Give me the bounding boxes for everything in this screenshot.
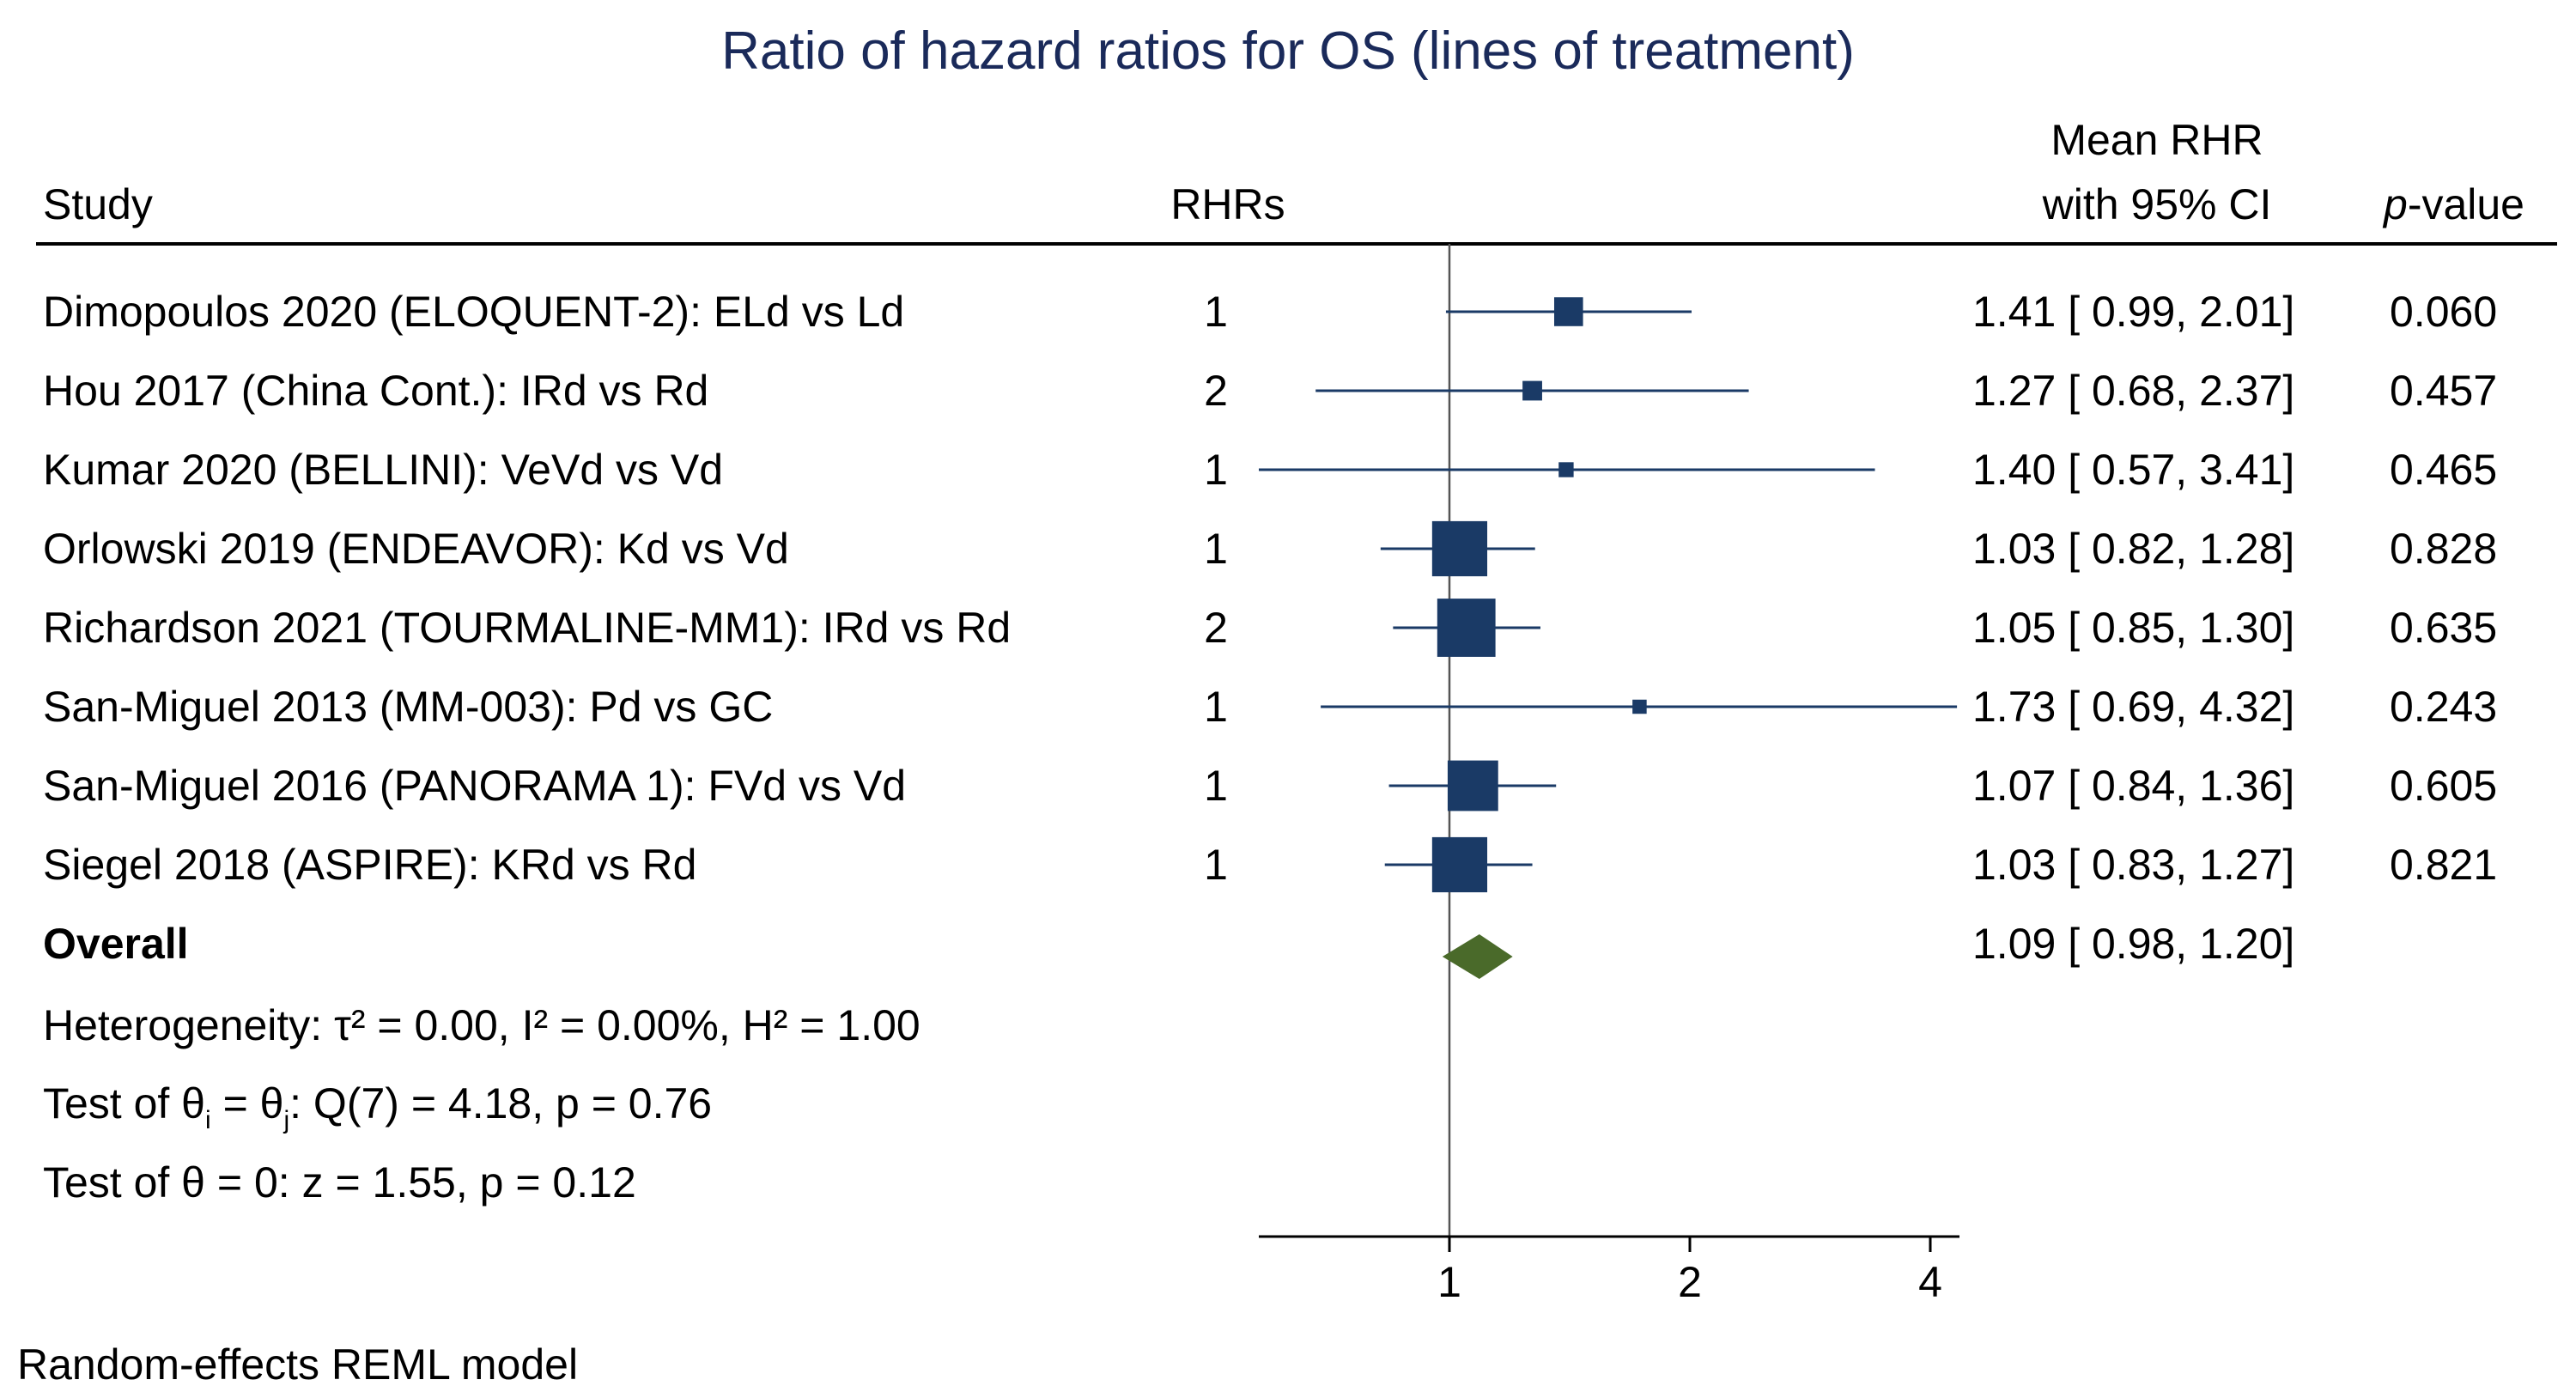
study-ci-text: 1.05 [ 0.85, 1.30] — [1972, 604, 2294, 652]
test-post: : Q(7) = 4.18, p = 0.76 — [289, 1079, 712, 1128]
column-header-mean-rhr: Mean RHR — [2050, 116, 2263, 164]
study-point-estimate — [1558, 462, 1574, 477]
study-point-estimate — [1553, 297, 1583, 326]
test-pre: Test of θ — [43, 1079, 205, 1128]
study-p-value: 0.635 — [2390, 604, 2497, 652]
model-note: Random-effects REML model — [17, 1340, 578, 1389]
study-rows: Dimopoulos 2020 (ELOQUENT-2): ELd vs Ld 1… — [43, 288, 2497, 889]
study-point-estimate — [1431, 520, 1488, 577]
study-label: Siegel 2018 (ASPIRE): KRd vs Rd — [43, 841, 696, 889]
study-label: Richardson 2021 (TOURMALINE-MM1): IRd vs… — [43, 604, 1011, 652]
chart-marks — [1259, 297, 1958, 979]
x-tick-label: 1 — [1437, 1258, 1461, 1306]
test-mid: = θ — [211, 1079, 284, 1128]
study-point-estimate — [1522, 380, 1542, 401]
subscript-i: i — [205, 1106, 211, 1134]
heterogeneity-text: Heterogeneity: τ² = 0.00, I² = 0.00%, H²… — [43, 1001, 920, 1049]
study-p-value: 0.821 — [2390, 841, 2497, 889]
study-label: San-Miguel 2016 (PANORAMA 1): FVd vs Vd — [43, 762, 906, 810]
study-p-value: 0.465 — [2390, 446, 2497, 494]
study-label: San-Miguel 2013 (MM-003): Pd vs GC — [43, 683, 773, 731]
study-point-estimate — [1447, 760, 1498, 811]
study-rhr-count: 1 — [1204, 288, 1228, 336]
study-p-value: 0.060 — [2390, 288, 2497, 336]
study-rhr-count: 1 — [1204, 525, 1228, 573]
study-rhr-count: 1 — [1204, 446, 1228, 494]
study-label: Hou 2017 (China Cont.): IRd vs Rd — [43, 367, 708, 415]
subscript-j: j — [283, 1106, 289, 1134]
study-ci-text: 1.73 [ 0.69, 4.32] — [1972, 683, 2294, 731]
study-ci-text: 1.27 [ 0.68, 2.37] — [1972, 367, 2294, 415]
column-header-ci: with 95% CI — [2042, 180, 2272, 228]
overall-ci-text: 1.09 [ 0.98, 1.20] — [1972, 920, 2294, 968]
study-p-value: 0.243 — [2390, 683, 2497, 731]
x-axis: 1 2 4 — [1259, 1235, 1959, 1306]
study-rhr-count: 1 — [1204, 762, 1228, 810]
study-rhr-count: 1 — [1204, 683, 1228, 731]
study-ci-text: 1.07 [ 0.84, 1.36] — [1972, 762, 2294, 810]
column-header-study: Study — [43, 180, 153, 228]
study-point-estimate — [1437, 599, 1496, 657]
study-ci-text: 1.41 [ 0.99, 2.01] — [1972, 288, 2294, 336]
study-rhr-count: 1 — [1204, 841, 1228, 889]
overall-label: Overall — [43, 920, 189, 968]
chart-title: Ratio of hazard ratios for OS (lines of … — [721, 21, 1855, 81]
overall-diamond — [1442, 934, 1513, 979]
study-label: Kumar 2020 (BELLINI): VeVd vs Vd — [43, 446, 723, 494]
study-point-estimate — [1431, 836, 1488, 893]
p-italic: p — [2382, 180, 2408, 228]
x-tick-label: 4 — [1918, 1258, 1942, 1306]
study-rhr-count: 2 — [1204, 604, 1228, 652]
study-p-value: 0.457 — [2390, 367, 2497, 415]
study-label: Orlowski 2019 (ENDEAVOR): Kd vs Vd — [43, 525, 789, 573]
column-header-rhrs: RHRs — [1170, 180, 1285, 228]
study-p-value: 0.828 — [2390, 525, 2497, 573]
x-tick-label: 2 — [1678, 1258, 1702, 1306]
study-label: Dimopoulos 2020 (ELOQUENT-2): ELd vs Ld — [43, 288, 904, 336]
study-ci-text: 1.03 [ 0.82, 1.28] — [1972, 525, 2294, 573]
p-rest: -value — [2408, 180, 2524, 228]
study-ci-text: 1.03 [ 0.83, 1.27] — [1972, 841, 2294, 889]
study-rhr-count: 2 — [1204, 367, 1228, 415]
column-header-p-value: p-value — [2382, 180, 2524, 228]
study-point-estimate — [1632, 699, 1647, 714]
study-p-value: 0.605 — [2390, 762, 2497, 810]
zero-test-text: Test of θ = 0: z = 1.55, p = 0.12 — [43, 1158, 636, 1207]
study-ci-text: 1.40 [ 0.57, 3.41] — [1972, 446, 2294, 494]
homogeneity-test-text: Test of θi = θj: Q(7) = 4.18, p = 0.76 — [43, 1079, 712, 1134]
